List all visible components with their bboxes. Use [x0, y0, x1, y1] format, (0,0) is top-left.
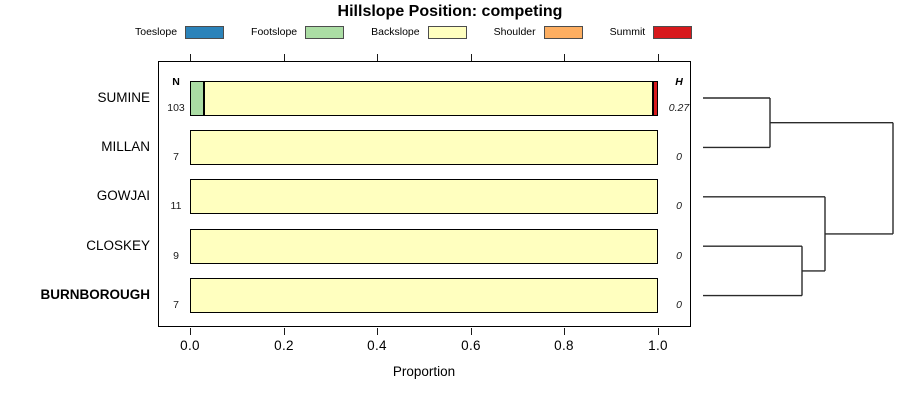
bar-segment-backslope [190, 179, 658, 215]
h-value: 0 [676, 200, 682, 213]
axis-tick-label: 1.0 [648, 338, 668, 353]
toeslope-color-swatch [185, 25, 225, 39]
stacked-bar [190, 278, 658, 314]
chart-title: Hillslope Position: competing [337, 3, 563, 20]
n-value: 11 [170, 200, 182, 213]
axis-tick [658, 328, 659, 335]
stacked-bar [190, 80, 658, 116]
series-row: MILLAN 7 0 [0, 129, 900, 165]
legend: Toeslope Footslope Backslope Shoulder Su… [135, 25, 693, 39]
bar-segment-backslope [190, 228, 658, 264]
stacked-bar [190, 179, 658, 215]
series-row: SUMINE 103 0.27 [0, 80, 900, 116]
row-label: BURNBOROUGH [40, 287, 151, 303]
bar-segment-backslope [203, 80, 654, 116]
legend-item-summit: Summit [610, 25, 693, 39]
bar-segment-footslope [190, 80, 204, 116]
h-value: 0 [676, 299, 682, 312]
row-label: CLOSKEY [86, 237, 150, 253]
legend-label: Shoulder [493, 26, 536, 38]
axis-tick-label: 0.8 [554, 338, 574, 353]
legend-item-toeslope: Toeslope [135, 25, 225, 39]
bar-segment-summit [653, 80, 658, 116]
axis-tick [284, 328, 285, 335]
axis-tick [377, 54, 378, 61]
axis-tick [377, 328, 378, 335]
legend-item-footslope: Footslope [251, 25, 345, 39]
bar-segment-backslope [190, 278, 658, 314]
stacked-bar [190, 129, 658, 165]
backslope-color-swatch [427, 25, 467, 39]
axis-tick [284, 54, 285, 61]
axis-tick [190, 328, 191, 335]
axis-tick-label: 0.0 [180, 338, 200, 353]
summit-color-swatch [653, 25, 693, 39]
shoulder-color-swatch [543, 25, 583, 39]
row-label: MILLAN [101, 138, 150, 154]
axis-tick [471, 54, 472, 61]
n-column-header: N [172, 76, 180, 88]
legend-item-backslope: Backslope [371, 25, 467, 39]
h-value: 0.27 [668, 101, 690, 114]
legend-label: Toeslope [135, 26, 178, 38]
footslope-color-swatch [305, 25, 345, 39]
series-row: GOWJAI 11 0 [0, 179, 900, 215]
n-value: 103 [167, 101, 185, 114]
bar-segment-backslope [190, 129, 658, 165]
h-value: 0 [676, 150, 682, 163]
h-value: 0 [676, 249, 682, 262]
axis-tick-label: 0.2 [274, 338, 294, 353]
n-value: 9 [173, 249, 179, 262]
row-label: GOWJAI [96, 188, 150, 204]
n-value: 7 [173, 299, 179, 312]
row-label: SUMINE [97, 89, 150, 105]
x-axis-label: Proportion [392, 364, 456, 379]
axis-tick [190, 54, 191, 61]
legend-label: Backslope [371, 26, 420, 38]
axis-tick [564, 328, 565, 335]
axis-tick-label: 0.4 [367, 338, 387, 353]
h-column-header: H [675, 76, 683, 88]
axis-tick [564, 54, 565, 61]
stacked-bar [190, 228, 658, 264]
axis-tick [471, 328, 472, 335]
legend-item-shoulder: Shoulder [494, 25, 583, 39]
legend-label: Summit [609, 26, 646, 38]
legend-label: Footslope [251, 26, 298, 38]
series-row: BURNBOROUGH 7 0 [0, 278, 900, 314]
n-value: 7 [173, 150, 179, 163]
axis-tick-label: 0.6 [461, 338, 481, 353]
axis-tick [658, 54, 659, 61]
series-row: CLOSKEY 9 0 [0, 228, 900, 264]
